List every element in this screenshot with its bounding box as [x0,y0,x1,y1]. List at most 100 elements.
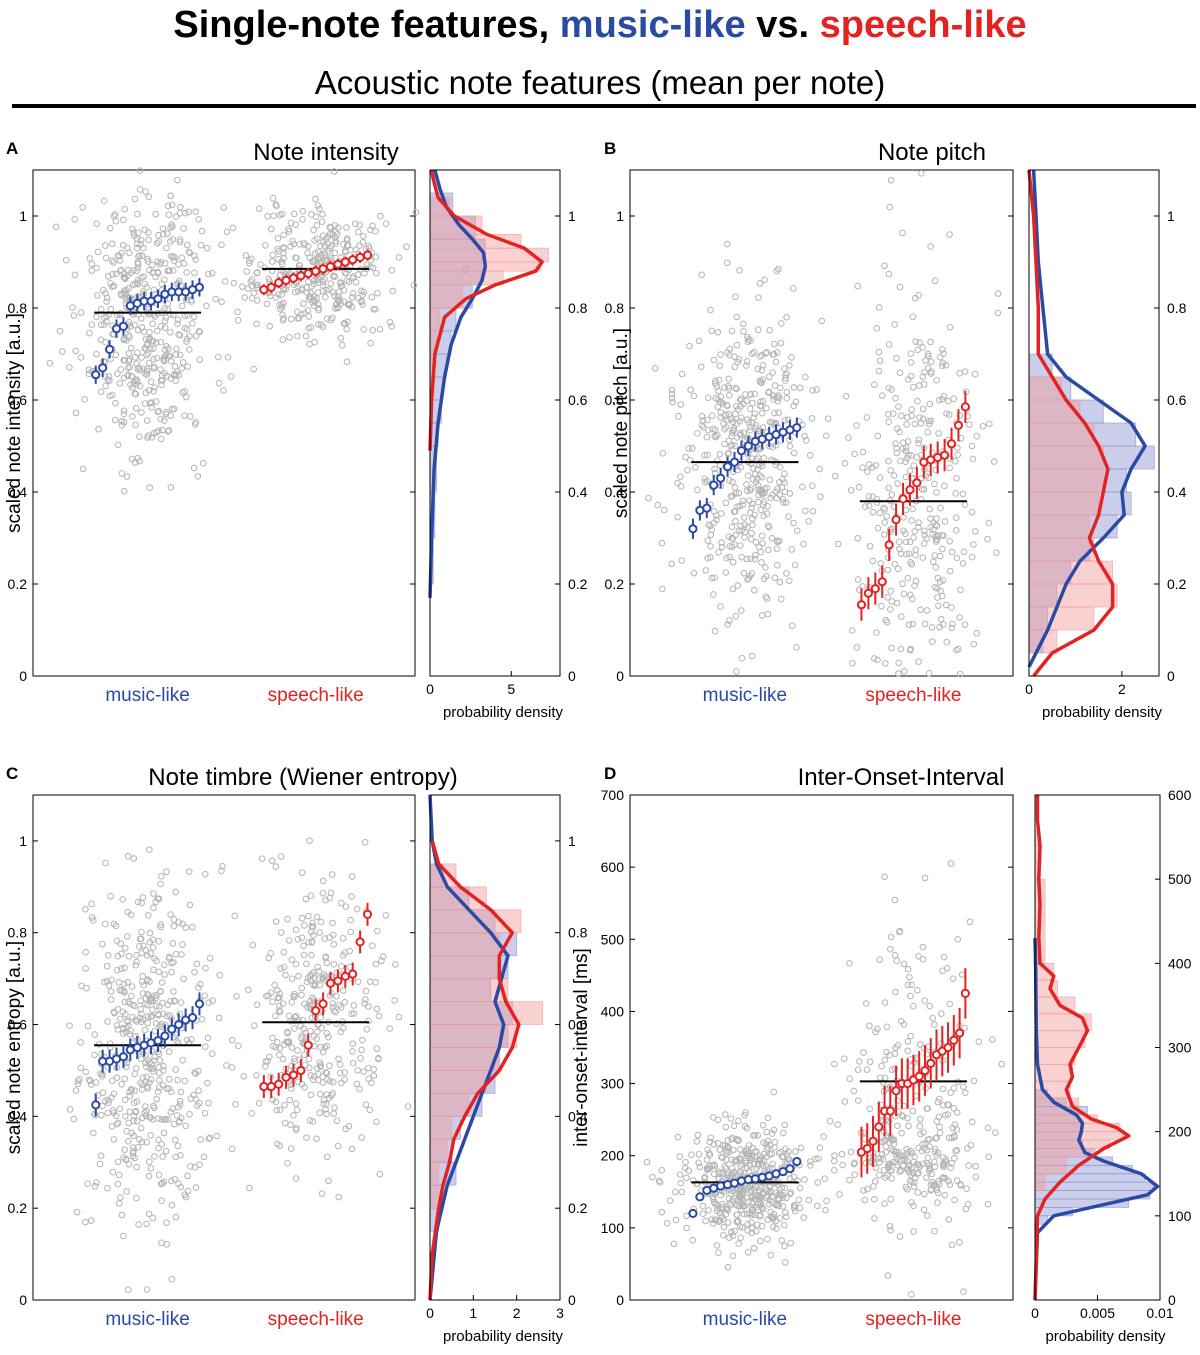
scatter-point [747,555,754,563]
scatter-point [141,400,149,407]
scatter-point [125,952,133,960]
scatter-point [147,950,154,957]
scatter-point [908,1199,915,1206]
scatter-point [155,938,163,945]
scatter-point [773,545,781,553]
scatter-point [187,296,195,303]
scatter-point [782,499,790,506]
x-category-label-speech: speech-like [865,685,961,706]
scatter-point [744,1220,752,1228]
scatter-point [816,1144,824,1151]
scatter-point [186,901,194,909]
scatter-point [323,1069,331,1077]
scatter-point [937,504,944,512]
scatter-point [179,941,186,948]
scatter-point [873,496,881,503]
scatter-point [851,450,858,458]
scatter-point [314,1028,321,1036]
scatter-point [931,480,938,488]
scatter-point [144,434,151,441]
scatter-point [900,960,908,968]
scatter-point [195,328,203,335]
scatter-point [129,225,136,233]
scatter-point [778,484,786,491]
hist-bar [1034,1173,1046,1191]
scatter-point [342,903,350,910]
y-tick-label: 600 [601,859,625,875]
scatter-point [213,1132,221,1140]
scatter-point [317,1043,324,1051]
scatter-point [946,464,954,472]
scatter-point [766,1196,773,1204]
scatter-point [935,396,943,404]
scatter-point [297,1022,304,1030]
scatter-point [920,1190,928,1198]
scatter-point [738,553,745,561]
scatter-point [126,249,133,257]
scatter-point [152,210,159,218]
scatter-point [341,998,349,1006]
hist-bar [429,932,500,957]
scatter-point [936,353,944,361]
scatter-point [351,220,359,228]
scatter-point [921,620,929,628]
scatter-point [677,401,685,408]
scatter-point [147,1165,155,1172]
scatter-point [915,436,923,444]
scatter-point [250,1022,258,1029]
scatter-point [215,379,223,387]
scatter-point [963,1185,970,1192]
scatter-point [160,961,168,969]
scatter-point [269,998,276,1006]
scatter-point [792,398,800,406]
scatter-point [786,490,794,497]
scatter-point [300,1000,308,1008]
scatter-point [329,288,337,296]
scatter-point [704,451,711,459]
scatter-point [922,1174,930,1181]
scatter-point [66,1106,74,1113]
scatter-point [873,324,881,332]
scatter-point [145,336,153,343]
scatter-point [737,607,745,614]
scatter-point [160,417,168,424]
scatter-point [370,1072,378,1079]
scatter-point [140,942,147,950]
scatter-point [809,482,816,490]
bin-mean-point [167,1024,177,1034]
scatter-point [87,1217,95,1224]
scatter-point [159,999,166,1007]
scatter-point [890,1147,898,1155]
scatter-point [71,271,79,279]
scatter-point [165,1116,172,1123]
scatter-point [175,1118,183,1126]
scatter-point [66,1022,73,1030]
scatter-point [105,373,113,380]
scatter-point [704,416,711,424]
panel-title: Note timbre (Wiener entropy) [148,764,457,791]
scatter-point [905,1168,913,1176]
scatter-point [98,1111,105,1119]
scatter-point [114,1119,122,1127]
scatter-point [770,1126,778,1134]
scatter-point [713,1207,721,1215]
scatter-point [790,1204,798,1212]
scatter-point [119,896,127,903]
scatter-point [137,1079,144,1087]
scatter-point [763,510,771,518]
scatter-point [157,435,165,443]
scatter-point [117,1015,124,1023]
scatter-point [905,621,913,628]
scatter-point [300,942,307,950]
scatter-point [177,1097,184,1105]
scatter-point [910,462,918,469]
scatter-point [145,1172,153,1180]
scatter-point [888,386,895,393]
scatter-point [777,320,785,327]
scatter-point [926,1135,933,1143]
scatter-point [84,1022,92,1030]
scatter-point [182,924,189,931]
scatter-point [166,1012,174,1019]
scatter-point [288,956,296,964]
scatter-point [308,1014,316,1022]
